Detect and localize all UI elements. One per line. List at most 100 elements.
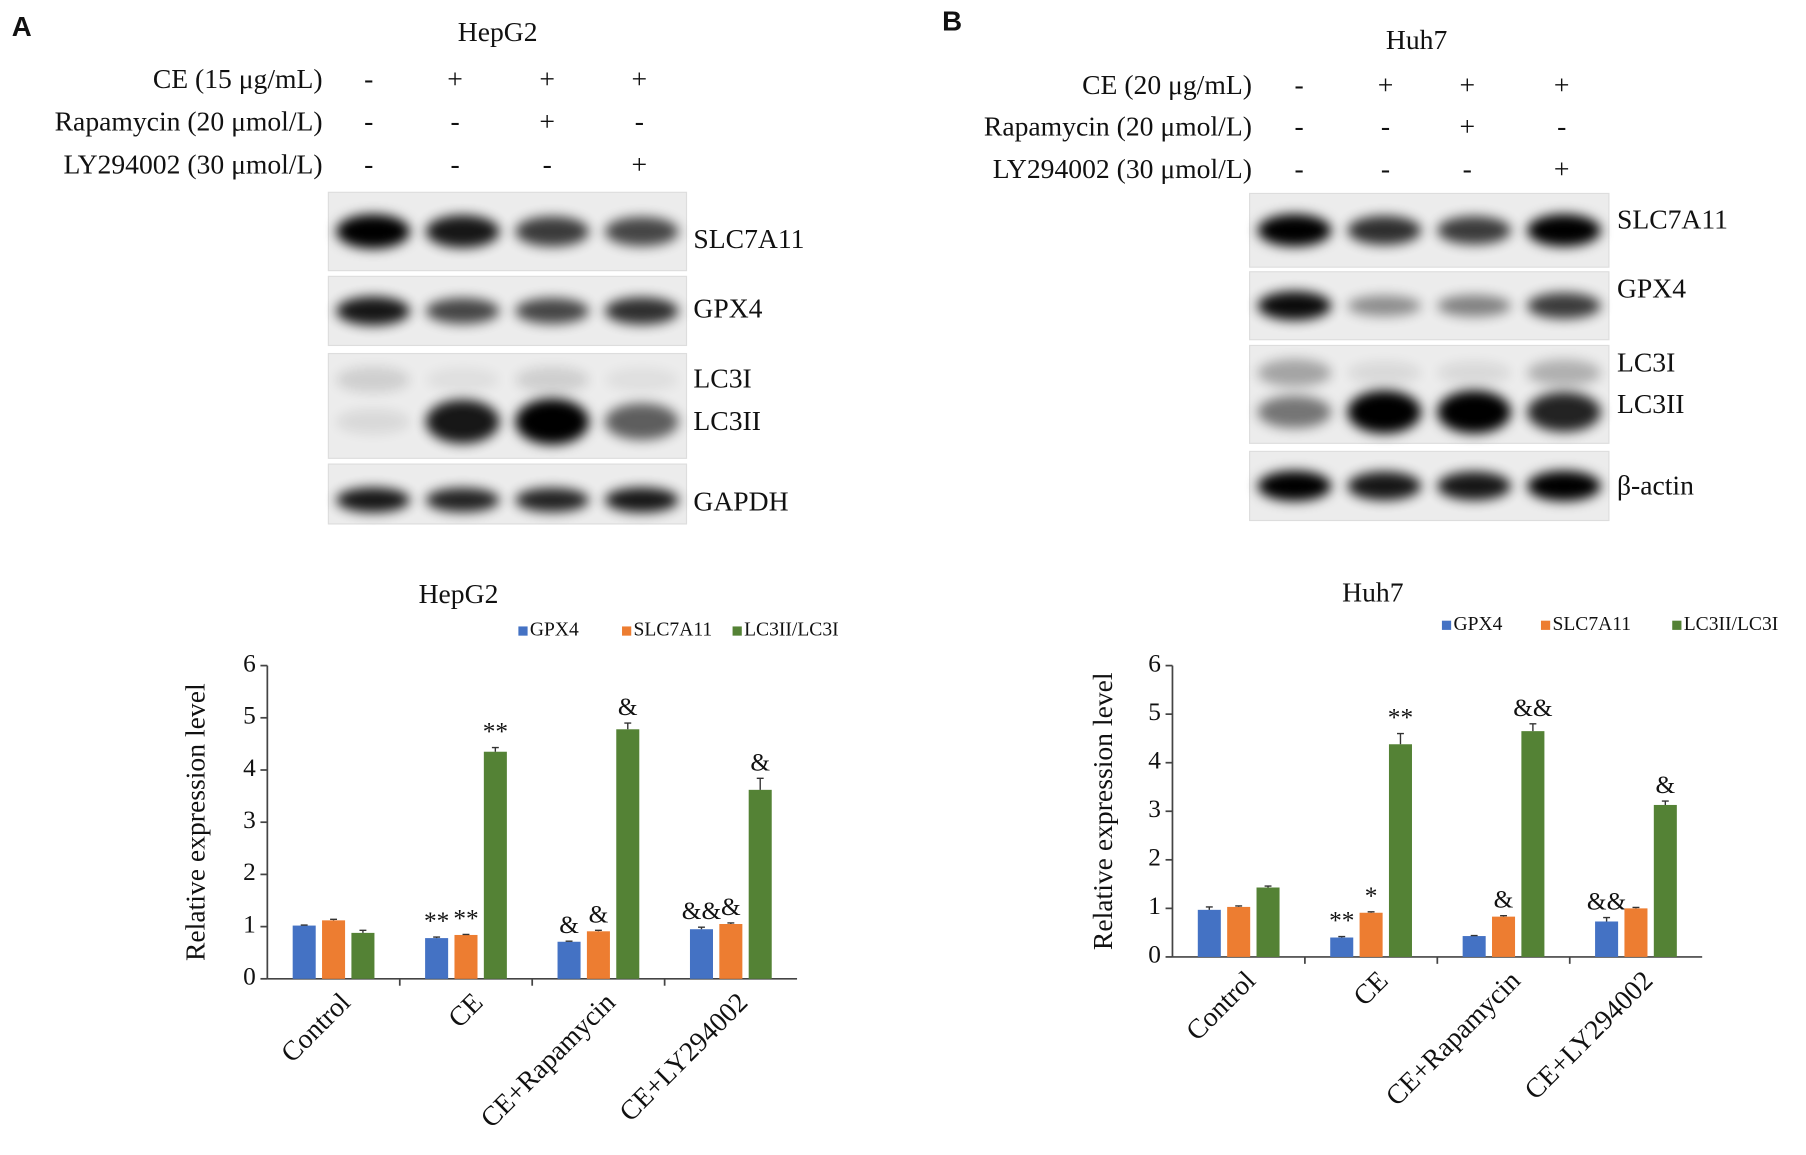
legend-label: SLC7A11: [634, 620, 713, 641]
blot-band: [1527, 359, 1601, 387]
blot-band: [1257, 214, 1332, 247]
treatment-sign: -: [364, 63, 373, 94]
blot-band: [1347, 295, 1422, 317]
treatment-sign: -: [450, 148, 459, 179]
significance-label: &: [589, 900, 609, 928]
error-bar: [698, 926, 705, 930]
bar: [586, 931, 610, 979]
significance-label: &: [750, 748, 770, 776]
bar: [425, 938, 449, 979]
blot-band: [1257, 291, 1332, 321]
blot-band: [1437, 390, 1512, 434]
blot-band: [604, 487, 679, 513]
bar: [1595, 921, 1619, 957]
x-tick-label: CE+Rapamycin: [1379, 964, 1526, 1111]
band-label: GAPDH: [693, 486, 788, 517]
treatment-sign: -: [1295, 153, 1304, 184]
treatment-sign: +: [1554, 153, 1570, 184]
significance-label: &: [618, 693, 638, 721]
band-label: SLC7A11: [693, 223, 804, 254]
treatment-sign: -: [1463, 153, 1472, 184]
treatment-sign: +: [1459, 110, 1475, 141]
legend-swatch: [1540, 620, 1551, 630]
significance-label: &: [1655, 771, 1675, 799]
bar: [351, 932, 375, 979]
treatment-sign: -: [450, 106, 459, 137]
y-tick-label: 1: [1148, 892, 1161, 920]
blot-band: [515, 398, 590, 445]
y-axis-label: Relative expression level: [180, 683, 211, 961]
x-tick-label: Control: [274, 986, 356, 1068]
y-tick-label: 0: [243, 963, 256, 991]
band-label: LC3II: [693, 405, 761, 436]
blot-band: [1527, 292, 1601, 319]
error-bar: [594, 929, 602, 932]
error-bar: [1264, 885, 1272, 888]
blot-band: [604, 367, 679, 392]
blot-band: [336, 296, 410, 326]
blot-band: [1437, 216, 1512, 245]
treatment-sign: -: [635, 106, 644, 137]
legend-swatch: [518, 626, 528, 636]
error-bar: [1529, 723, 1537, 732]
blot-band: [604, 403, 679, 441]
blot-band: [1257, 395, 1332, 429]
bar: [616, 729, 640, 979]
y-tick-label: 3: [243, 806, 256, 834]
bar: [1492, 916, 1516, 957]
legend-label: LC3II/LC3I: [1684, 614, 1779, 635]
blot-band: [515, 366, 590, 393]
x-tick-label: CE: [1347, 964, 1394, 1011]
legend-label: GPX4: [530, 620, 579, 641]
treatment-sign: -: [1295, 110, 1304, 141]
treatment-sign: +: [539, 106, 555, 137]
significance-label: **: [424, 907, 449, 935]
significance-label: &: [721, 893, 741, 921]
treatment-label: Rapamycin (20 μmol/L): [984, 110, 1252, 141]
error-bar: [433, 936, 441, 939]
error-bar: [462, 933, 470, 936]
blot-band: [1347, 361, 1422, 385]
treatment-sign: +: [539, 63, 555, 94]
treatment-label: LY294002 (30 μmol/L): [993, 153, 1252, 184]
treatment-label: CE (15 μg/mL): [153, 63, 323, 94]
treatment-sign: -: [1295, 69, 1304, 100]
cell-line: HepG2: [458, 16, 538, 47]
error-bar: [1661, 800, 1669, 805]
treatment-sign: -: [1381, 153, 1390, 184]
y-tick-label: 5: [1148, 698, 1161, 726]
significance-label: **: [453, 904, 478, 932]
x-tick-label: CE+LY294002: [1518, 964, 1659, 1105]
significance-label: &: [1494, 886, 1514, 914]
error-bar: [756, 777, 764, 790]
legend-swatch: [622, 626, 632, 636]
error-bar: [1205, 906, 1213, 910]
significance-label: &&: [1513, 694, 1553, 722]
treatment-sign: -: [1557, 110, 1566, 141]
y-tick-label: 2: [1148, 844, 1161, 872]
error-bar: [1367, 911, 1375, 913]
blot-band: [1257, 470, 1332, 502]
legend-swatch: [732, 626, 742, 636]
blot-band: [336, 409, 410, 435]
bar: [1388, 744, 1412, 957]
treatment-sign: +: [447, 63, 463, 94]
error-bar: [491, 746, 499, 752]
blot-band: [425, 215, 500, 248]
y-tick-label: 0: [1148, 941, 1161, 969]
y-tick-label: 6: [1148, 649, 1161, 677]
band-label: GPX4: [693, 292, 762, 323]
treatment-label: LY294002 (30 μmol/L): [64, 148, 323, 179]
error-bar: [1500, 914, 1507, 917]
band-label: LC3II: [1617, 388, 1685, 419]
blot-band: [1437, 361, 1512, 385]
error-bar: [1397, 732, 1404, 745]
error-bar: [359, 929, 367, 933]
blot-band: [604, 216, 679, 247]
blot-band: [336, 487, 410, 513]
bar: [454, 934, 478, 979]
bar: [1359, 912, 1383, 957]
blot-band: [515, 297, 590, 324]
band-label: LC3I: [693, 363, 751, 394]
